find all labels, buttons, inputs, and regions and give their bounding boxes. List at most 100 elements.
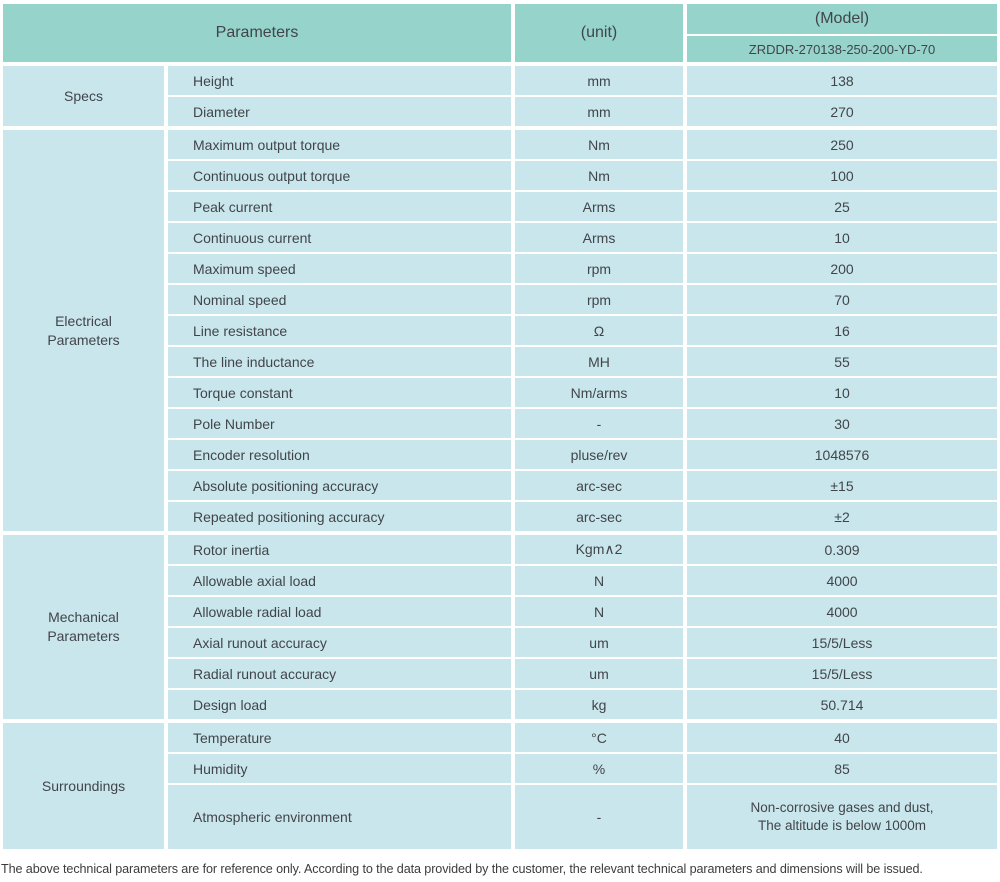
value-cell: ±15	[683, 469, 998, 501]
unit-cell: mm	[511, 95, 686, 128]
unit-cell: mm	[511, 62, 686, 96]
parameter-name-cell: Encoder resolution	[163, 438, 514, 470]
value-cell: 70	[683, 283, 998, 315]
parameter-name-cell: Rotor inertia	[163, 531, 514, 565]
value-cell: 200	[683, 252, 998, 284]
group-cell-specs: Specs	[3, 62, 166, 128]
parameter-name-cell: Atmospheric environment	[163, 783, 514, 849]
unit-cell: um	[511, 626, 686, 658]
unit-cell: um	[511, 657, 686, 689]
value-cell: 15/5/Less	[683, 626, 998, 658]
unit-cell: %	[511, 752, 686, 784]
unit-cell: pluse/rev	[511, 438, 686, 470]
motor-spec-table: Parameters (unit) (Model) ZRDDR-270138-2…	[3, 4, 998, 849]
table-row: Electrical Parameters Maximum output torq…	[3, 126, 998, 533]
unit-cell: -	[511, 407, 686, 439]
parameter-name-cell: Nominal speed	[163, 283, 514, 315]
parameter-name-cell: Allowable radial load	[163, 595, 514, 627]
value-cell: 40	[683, 719, 998, 753]
table-body: Specs Height mm 138 Diameter mm 270 Electrical …	[3, 62, 998, 849]
value-line: Non-corrosive gases and dust,	[750, 800, 934, 816]
value-cell: Non-corrosive gases and dust, The altitud…	[683, 783, 998, 849]
unit-cell: Ω	[511, 314, 686, 346]
value-cell: 10	[683, 221, 998, 253]
parameter-name-cell: Radial runout accuracy	[163, 657, 514, 689]
table-row: Continuous current Arms 10	[3, 221, 998, 253]
table-row: Line resistance Ω 16	[3, 314, 998, 346]
parameter-name-cell: Continuous output torque	[163, 159, 514, 191]
table-row: Specs Height mm 138	[3, 62, 998, 128]
column-header-model: (Model)	[683, 4, 998, 35]
parameter-name-cell: Repeated positioning accuracy	[163, 500, 514, 533]
table-row: Repeated positioning accuracy arc-sec ±2	[3, 500, 998, 533]
parameter-name-cell: Diameter	[163, 95, 514, 128]
value-cell: 50.714	[683, 688, 998, 721]
parameter-name-cell: Line resistance	[163, 314, 514, 346]
value-cell: 30	[683, 407, 998, 439]
unit-cell: kg	[511, 688, 686, 721]
footnote: The above technical parameters are for r…	[1, 862, 923, 876]
group-label: Mechanical Parameters	[47, 609, 120, 644]
group-label: Surroundings	[41, 777, 126, 794]
unit-cell: rpm	[511, 252, 686, 284]
unit-cell: rpm	[511, 283, 686, 315]
value-line: The altitude is below 1000m	[757, 818, 927, 833]
value-cell: 15/5/Less	[683, 657, 998, 689]
value-cell: 0.309	[683, 531, 998, 565]
table-row: Torque constant Nm/arms 10	[3, 376, 998, 408]
value-cell: 138	[683, 62, 998, 96]
parameter-name-cell: Maximum speed	[163, 252, 514, 284]
table-row: Humidity% 85	[3, 752, 998, 784]
table-row: Diameter mm 270	[3, 95, 998, 128]
table-row: Allowable radial load N 4000	[3, 595, 998, 627]
value-cell: 250	[683, 126, 998, 160]
column-header-unit: (unit)	[511, 4, 686, 64]
group-label: Specs	[64, 87, 103, 104]
group-cell-mechanical: Mechanical Parameters	[3, 531, 166, 721]
value-cell: 100	[683, 159, 998, 191]
parameter-name-cell: Peak current	[163, 190, 514, 222]
unit-cell: -	[511, 783, 686, 849]
table-row: Atmospheric environment - Non-corrosive ga…	[3, 783, 998, 849]
value-cell: 10	[683, 376, 998, 408]
table-row: Mechanical Parameters Rotor inertia Kgm∧2 0…	[3, 531, 998, 721]
table-row: Pole Number -30	[3, 407, 998, 439]
table-row: Peak current Arms 25	[3, 190, 998, 222]
unit-cell: °C	[511, 719, 686, 753]
table-row: Continuous output torque Nm 100	[3, 159, 998, 191]
unit-cell: Kgm∧2	[511, 531, 686, 565]
unit-cell: arc-sec	[511, 469, 686, 501]
table-row: Nominal speed rpm 70	[3, 283, 998, 315]
unit-cell: Nm/arms	[511, 376, 686, 408]
value-cell: ±2	[683, 500, 998, 533]
parameter-name-cell: Allowable axial load	[163, 564, 514, 596]
table-row: Allowable axial load N 4000	[3, 564, 998, 596]
table-row: Surroundings Temperature °C 40	[3, 719, 998, 849]
table-row: The line inductance MH 55	[3, 345, 998, 377]
unit-cell: Arms	[511, 190, 686, 222]
parameter-name-cell: Height	[163, 62, 514, 96]
unit-cell: arc-sec	[511, 500, 686, 533]
value-cell: 4000	[683, 564, 998, 596]
table-row: Axial runout accuracy um 15/5/Less	[3, 626, 998, 658]
table-header: Parameters (unit) (Model) ZRDDR-270138-2…	[3, 4, 998, 64]
unit-cell: Nm	[511, 159, 686, 191]
parameter-name-cell: Continuous current	[163, 221, 514, 253]
unit-cell: N	[511, 564, 686, 596]
unit-cell: Arms	[511, 221, 686, 253]
table-row: Absolute positioning accuracy arc-sec ±15	[3, 469, 998, 501]
group-cell-surroundings: Surroundings	[3, 719, 166, 849]
parameter-name-cell: Design load	[163, 688, 514, 721]
table-row: Design load kg 50.714	[3, 688, 998, 721]
unit-cell: MH	[511, 345, 686, 377]
column-header-parameters: Parameters	[3, 4, 514, 64]
parameter-name-cell: Torque constant	[163, 376, 514, 408]
value-cell: 85	[683, 752, 998, 784]
parameter-name-cell: Temperature	[163, 719, 514, 753]
table-row: Encoder resolution pluse/rev 1048576	[3, 438, 998, 470]
parameter-name-cell: Absolute positioning accuracy	[163, 469, 514, 501]
group-label: Electrical Parameters	[47, 312, 120, 348]
value-cell: 16	[683, 314, 998, 346]
parameter-name-cell: Pole Number	[163, 407, 514, 439]
